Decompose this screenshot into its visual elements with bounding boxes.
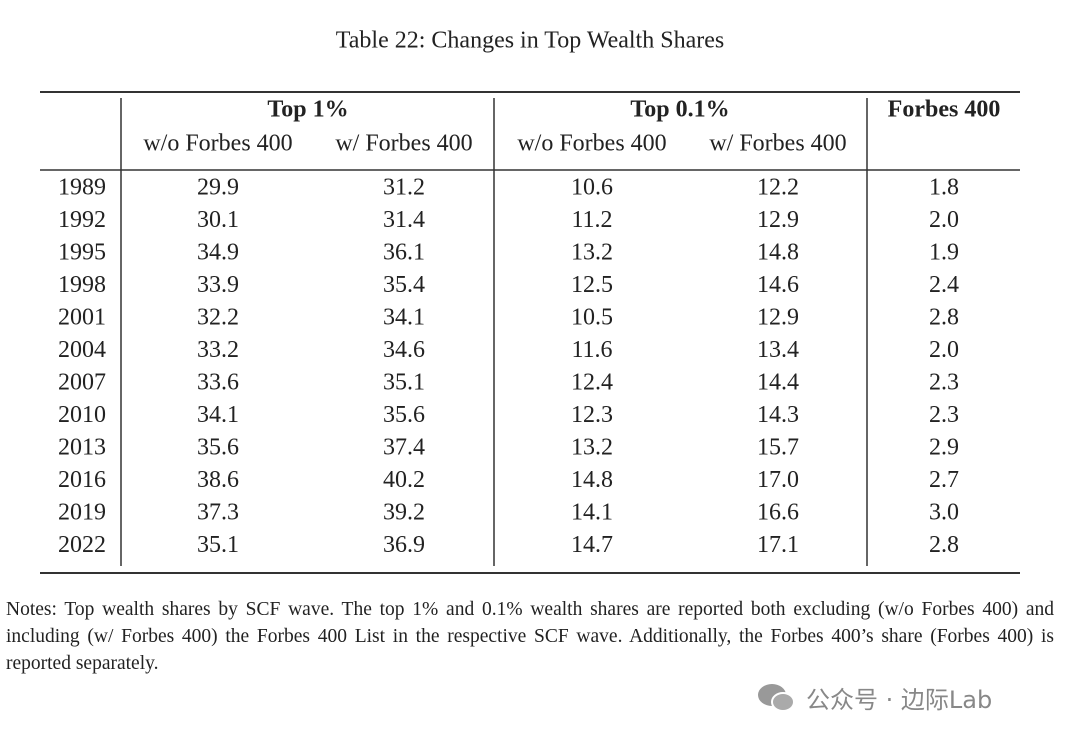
cell: 2.7 — [929, 467, 959, 493]
cell: 33.6 — [197, 370, 239, 396]
cell: 40.2 — [383, 467, 425, 493]
cell: 11.2 — [571, 207, 612, 233]
cell: 2.3 — [929, 402, 959, 428]
cell: 14.8 — [757, 240, 799, 266]
cell: 13.4 — [757, 337, 799, 363]
row-year: 1995 — [58, 240, 106, 266]
cell: 2.9 — [929, 435, 959, 461]
cell: 10.5 — [571, 305, 613, 331]
cell: 36.9 — [383, 532, 425, 558]
row-year: 1998 — [58, 272, 106, 298]
cell: 2.0 — [929, 337, 959, 363]
cell: 1.8 — [929, 175, 959, 201]
row-year: 2013 — [58, 435, 106, 461]
cell: 13.2 — [571, 435, 613, 461]
cell: 12.2 — [757, 175, 799, 201]
watermark-text: 公众号 · 边际Lab — [806, 686, 993, 714]
cell: 30.1 — [197, 207, 239, 233]
cell: 35.4 — [383, 272, 425, 298]
cell: 35.1 — [383, 370, 425, 396]
cell: 37.4 — [383, 435, 425, 461]
sub-header: w/o Forbes 400 — [517, 131, 666, 157]
cell: 29.9 — [197, 175, 239, 201]
row-year: 2004 — [58, 337, 106, 363]
cell: 11.6 — [571, 337, 612, 363]
group-header: Top 0.1% — [630, 97, 729, 123]
row-year: 2022 — [58, 532, 106, 558]
cell: 2.8 — [929, 305, 959, 331]
cell: 17.1 — [757, 532, 799, 558]
cell: 3.0 — [929, 500, 959, 526]
cell: 15.7 — [757, 435, 799, 461]
row-year: 2019 — [58, 500, 106, 526]
row-year: 2010 — [58, 402, 106, 428]
row-year: 2001 — [58, 305, 106, 331]
cell: 12.9 — [757, 305, 799, 331]
row-year: 2016 — [58, 467, 106, 493]
table-title: Table 22: Changes in Top Wealth Shares — [336, 28, 724, 54]
cell: 36.1 — [383, 240, 425, 266]
cell: 12.3 — [571, 402, 613, 428]
cell: 38.6 — [197, 467, 239, 493]
cell: 34.1 — [383, 305, 425, 331]
row-year: 1992 — [58, 207, 106, 233]
wechat-icon — [758, 683, 795, 712]
cell: 14.6 — [757, 272, 799, 298]
row-year: 2007 — [58, 370, 106, 396]
cell: 14.3 — [757, 402, 799, 428]
row-year: 1989 — [58, 175, 106, 201]
cell: 10.6 — [571, 175, 613, 201]
cell: 33.2 — [197, 337, 239, 363]
cell: 14.8 — [571, 467, 613, 493]
group-header: Top 1% — [267, 97, 348, 123]
cell: 33.9 — [197, 272, 239, 298]
sub-header: w/ Forbes 400 — [335, 131, 472, 157]
notes: Notes: Top wealth shares by SCF wave. Th… — [6, 599, 1054, 674]
cell: 32.2 — [197, 305, 239, 331]
cell: 34.9 — [197, 240, 239, 266]
cell: 16.6 — [757, 500, 799, 526]
cell: 2.3 — [929, 370, 959, 396]
cell: 12.9 — [757, 207, 799, 233]
sub-header: w/ Forbes 400 — [709, 131, 846, 157]
cell: 12.4 — [571, 370, 613, 396]
cell: 2.8 — [929, 532, 959, 558]
cell: 12.5 — [571, 272, 613, 298]
cell: 31.2 — [383, 175, 425, 201]
cell: 37.3 — [197, 500, 239, 526]
cell: 34.6 — [383, 337, 425, 363]
cell: 14.4 — [757, 370, 799, 396]
cell: 35.6 — [197, 435, 239, 461]
cell: 35.6 — [383, 402, 425, 428]
group-header: Forbes 400 — [888, 97, 1001, 123]
cell: 31.4 — [383, 207, 425, 233]
cell: 2.4 — [929, 272, 959, 298]
cell: 1.9 — [929, 240, 959, 266]
sub-header: w/o Forbes 400 — [143, 131, 292, 157]
cell: 35.1 — [197, 532, 239, 558]
cell: 13.2 — [571, 240, 613, 266]
cell: 39.2 — [383, 500, 425, 526]
watermark: 公众号 · 边际Lab — [756, 680, 992, 715]
cell: 14.7 — [571, 532, 613, 558]
cell: 17.0 — [757, 467, 799, 493]
cell: 34.1 — [197, 402, 239, 428]
cell: 2.0 — [929, 207, 959, 233]
cell: 14.1 — [571, 500, 613, 526]
